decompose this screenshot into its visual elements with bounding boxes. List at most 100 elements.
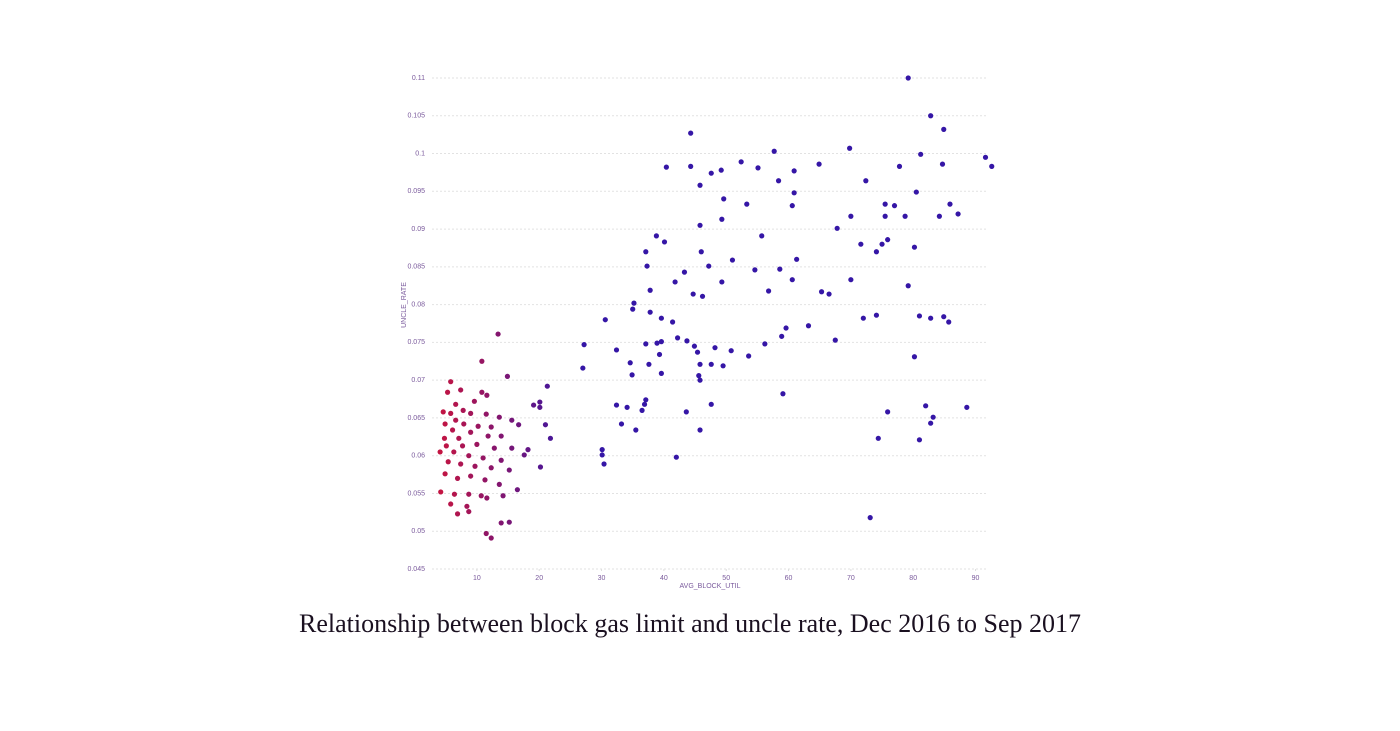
y-tick-label: 0.055 bbox=[407, 490, 425, 497]
point bbox=[946, 319, 952, 325]
point bbox=[697, 361, 703, 367]
point bbox=[631, 300, 637, 306]
y-tick-label: 0.11 bbox=[412, 75, 425, 82]
point bbox=[848, 213, 854, 219]
point bbox=[882, 213, 888, 219]
point bbox=[613, 347, 620, 353]
point bbox=[453, 401, 459, 407]
point bbox=[708, 401, 714, 407]
point bbox=[491, 445, 497, 451]
point bbox=[514, 487, 520, 493]
y-tick-label: 0.065 bbox=[407, 415, 425, 422]
point bbox=[468, 429, 474, 435]
point bbox=[475, 423, 481, 429]
point bbox=[498, 457, 504, 463]
y-tick-label: 0.045 bbox=[407, 566, 425, 573]
point bbox=[629, 372, 635, 378]
point bbox=[873, 249, 880, 255]
point bbox=[484, 495, 490, 501]
point bbox=[506, 467, 512, 473]
x-tick-label: 50 bbox=[722, 575, 730, 582]
point bbox=[805, 323, 812, 329]
point bbox=[448, 501, 454, 507]
point bbox=[482, 477, 488, 483]
point bbox=[783, 325, 789, 331]
point bbox=[902, 213, 908, 219]
point bbox=[729, 257, 736, 263]
point bbox=[847, 145, 853, 151]
point bbox=[466, 508, 472, 515]
point bbox=[658, 370, 664, 376]
point bbox=[644, 263, 650, 269]
y-tick-label: 0.105 bbox=[407, 113, 425, 120]
point bbox=[440, 409, 446, 415]
point bbox=[441, 435, 448, 441]
point bbox=[442, 421, 448, 427]
y-tick-label: 0.09 bbox=[411, 226, 425, 233]
point bbox=[466, 491, 472, 497]
point bbox=[547, 435, 554, 441]
y-tick-label: 0.1 bbox=[415, 150, 425, 157]
point bbox=[719, 279, 725, 285]
point bbox=[451, 449, 457, 455]
point bbox=[688, 130, 694, 136]
caption: Relationship between block gas limit and… bbox=[299, 609, 1081, 638]
x-tick-label: 60 bbox=[785, 575, 793, 582]
point bbox=[697, 182, 703, 188]
point bbox=[599, 452, 605, 458]
point bbox=[719, 216, 725, 222]
point bbox=[641, 401, 648, 407]
point bbox=[928, 315, 934, 321]
point bbox=[672, 279, 678, 285]
point bbox=[775, 178, 782, 184]
x-tick-label: 40 bbox=[660, 575, 668, 582]
point bbox=[885, 409, 891, 415]
point bbox=[738, 159, 744, 165]
point bbox=[445, 459, 451, 465]
point bbox=[673, 454, 679, 460]
point bbox=[458, 461, 464, 467]
y-tick-label: 0.06 bbox=[411, 453, 425, 460]
y-tick-label: 0.05 bbox=[411, 528, 425, 535]
point bbox=[643, 397, 649, 403]
point bbox=[913, 189, 919, 195]
point bbox=[688, 163, 694, 169]
point bbox=[647, 309, 653, 315]
point bbox=[789, 203, 795, 209]
point bbox=[627, 360, 633, 366]
point bbox=[891, 203, 898, 209]
point bbox=[982, 154, 989, 160]
point bbox=[941, 126, 947, 132]
point bbox=[468, 473, 474, 479]
y-tick-label: 0.095 bbox=[407, 188, 425, 195]
point bbox=[918, 151, 924, 157]
point bbox=[443, 443, 449, 449]
point bbox=[468, 410, 474, 416]
point bbox=[674, 335, 681, 341]
point bbox=[464, 503, 470, 509]
point bbox=[442, 471, 448, 477]
y-tick-label: 0.08 bbox=[411, 301, 425, 308]
point bbox=[488, 465, 494, 471]
point bbox=[863, 178, 869, 184]
point bbox=[454, 511, 461, 517]
point bbox=[699, 293, 706, 299]
point bbox=[542, 422, 549, 428]
y-tick-label: 0.075 bbox=[407, 339, 425, 346]
point bbox=[448, 410, 454, 416]
point bbox=[759, 233, 765, 239]
point bbox=[867, 515, 873, 521]
point bbox=[752, 267, 758, 273]
y-tick-label: 0.085 bbox=[407, 264, 425, 271]
point bbox=[779, 333, 785, 339]
point bbox=[690, 291, 696, 297]
point bbox=[826, 291, 832, 297]
point bbox=[684, 338, 690, 344]
x-tick-label: 80 bbox=[909, 575, 917, 582]
point bbox=[495, 331, 501, 337]
point bbox=[506, 519, 512, 525]
point bbox=[755, 165, 761, 171]
point bbox=[832, 337, 838, 343]
point bbox=[453, 417, 459, 423]
